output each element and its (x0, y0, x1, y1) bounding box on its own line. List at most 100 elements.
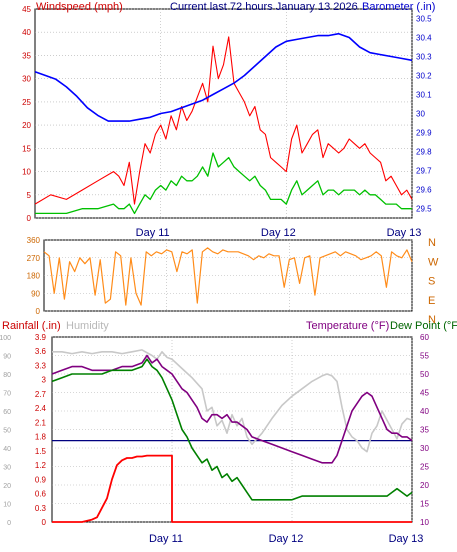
windspeed-tick-label: 15 (22, 144, 31, 153)
humidity-tick-label: 50 (3, 428, 11, 435)
barometer-tick-label: 30.5 (416, 15, 432, 24)
windspeed-tick-label: 35 (22, 51, 31, 60)
barometer-tick-label: 29.8 (416, 148, 432, 157)
rainfall-tick-label: 3.9 (35, 333, 47, 342)
humidity-tick-label: 20 (3, 483, 11, 490)
humidity-tick-label: 40 (3, 446, 11, 453)
wind-day-labels: Day 11 Day 12 Day 13 (136, 227, 422, 239)
barometer-axis-title: Barometer (.in) (362, 1, 435, 13)
humidity-tick-label: 90 (3, 354, 11, 361)
dewpoint-series-line (51, 358, 413, 501)
barometer-tick-label: 29.5 (416, 205, 432, 214)
windspeed-tick-label: 5 (27, 191, 32, 200)
humidity-axis-title: Humidity (66, 320, 109, 332)
compass-label: N (428, 314, 436, 326)
day-label: Day 11 (149, 533, 183, 545)
direction-degree-axis: 0 90 180 270 360 (27, 236, 41, 316)
direction-series (43, 247, 413, 306)
rainfall-tick-label: 3.3 (35, 361, 47, 370)
barometer-tick-label: 29.7 (416, 167, 432, 176)
temp-day-labels: Day 11 Day 12 Day 13 (149, 533, 423, 545)
temperature-tick-label: 25 (420, 463, 429, 472)
wind-panel-grid (35, 8, 413, 219)
direction-tick-label: 90 (31, 289, 40, 298)
temperature-tick-label: 10 (420, 518, 429, 527)
compass-label: E (428, 295, 435, 307)
humidity-tick-label: 0 (7, 520, 11, 527)
barometer-tick-label: 30 (416, 110, 425, 119)
rainfall-axis: 0 0.3 0.6 0.9 1.2 1.5 1.8 2.1 2.4 2.7 3 3.3 3.6 3.9 (35, 333, 47, 527)
compass-label: S (428, 276, 435, 288)
wind-series (34, 32, 413, 215)
temperature-tick-label: 55 (420, 352, 429, 361)
dewpoint-axis-title: Dew Point (°F) (390, 320, 457, 332)
windspeed-tick-label: 20 (22, 121, 31, 130)
windspeed-axis: 0 5 10 15 20 25 30 35 40 45 (22, 5, 31, 223)
barometer-tick-label: 30.4 (416, 34, 432, 43)
barometer-tick-label: 29.6 (416, 186, 432, 195)
direction-tick-label: 180 (27, 272, 41, 281)
humidity-axis: 0 10 20 30 40 50 60 70 80 90 100 (0, 335, 11, 527)
rainfall-tick-label: 0 (42, 518, 47, 527)
temperature-tick-label: 60 (420, 333, 429, 342)
windspeed-tick-label: 25 (22, 98, 31, 107)
direction-tick-label: 270 (27, 254, 41, 263)
wind-panel-frame (34, 8, 413, 219)
temperature-tick-label: 15 (420, 500, 429, 509)
direction-tick-label: 360 (27, 236, 41, 245)
rainfall-tick-label: 2.4 (35, 404, 47, 413)
windspeed-tick-label: 30 (22, 75, 31, 84)
windspeed-tick-label: 40 (22, 28, 31, 37)
temperature-axis: 10 15 20 25 30 35 40 45 50 55 60 (420, 333, 429, 527)
humidity-tick-label: 70 (3, 391, 11, 398)
temperature-series (51, 349, 413, 523)
windspeed-tick-label: 0 (27, 214, 32, 223)
rainfall-tick-label: 3.6 (35, 347, 47, 356)
humidity-series-line (52, 349, 413, 453)
rainfall-tick-label: 3 (42, 376, 47, 385)
chart-title: Current last 72 hours January 13 2026 (170, 1, 358, 13)
barometer-tick-label: 30.2 (416, 72, 432, 81)
day-label: Day 11 (136, 227, 170, 239)
windspeed-tick-label: 45 (22, 5, 31, 14)
windspeed-axis-title: Windspeed (mph) (36, 1, 123, 13)
rainfall-tick-label: 0.6 (35, 490, 47, 499)
wind-barometer-panel: 0 5 10 15 20 25 30 35 40 45 29.5 29.6 29.7 29.8 29.9 3… (22, 1, 435, 239)
gust-series-line (34, 36, 413, 205)
humidity-tick-label: 30 (3, 465, 11, 472)
temperature-tick-label: 35 (420, 426, 429, 435)
rainfall-tick-label: 0.3 (35, 504, 47, 513)
day-label: Day 12 (269, 533, 304, 545)
temperature-tick-label: 20 (420, 481, 429, 490)
direction-tick-label: 0 (36, 307, 41, 316)
windspeed-tick-label: 10 (22, 168, 31, 177)
temperature-tick-label: 50 (420, 370, 429, 379)
compass-label: W (428, 256, 439, 268)
day-label: Day 12 (261, 227, 296, 239)
rainfall-tick-label: 1.5 (35, 447, 47, 456)
rain-series-line (52, 454, 412, 523)
barometer-tick-label: 29.9 (416, 129, 432, 138)
temperature-axis-title: Temperature (°F) (306, 320, 389, 332)
rainfall-axis-title: Rainfall (.in) (2, 320, 61, 332)
humidity-tick-label: 60 (3, 409, 11, 416)
wind_avg-series-line (35, 152, 412, 215)
compass-label: N (428, 237, 436, 249)
temperature-rain-panel: 0 10 20 30 40 50 60 70 80 90 100 0 0.3 0.6 0.9 1.2 1.5 1… (0, 320, 457, 545)
barometer-series-line (34, 32, 413, 122)
temperature-series-line (51, 354, 413, 464)
direction-panel-grid (44, 239, 413, 312)
barometer-axis: 29.5 29.6 29.7 29.8 29.9 30 30.1 30.2 30.3 30.4 30… (416, 15, 432, 214)
rainfall-tick-label: 0.9 (35, 475, 47, 484)
humidity-tick-label: 10 (3, 502, 11, 509)
temperature-tick-label: 40 (420, 407, 429, 416)
barometer-tick-label: 30.3 (416, 53, 432, 62)
rainfall-tick-label: 1.8 (35, 433, 47, 442)
day-label: Day 13 (389, 533, 424, 545)
day-label: Day 13 (387, 227, 422, 239)
humidity-tick-label: 100 (0, 335, 11, 342)
